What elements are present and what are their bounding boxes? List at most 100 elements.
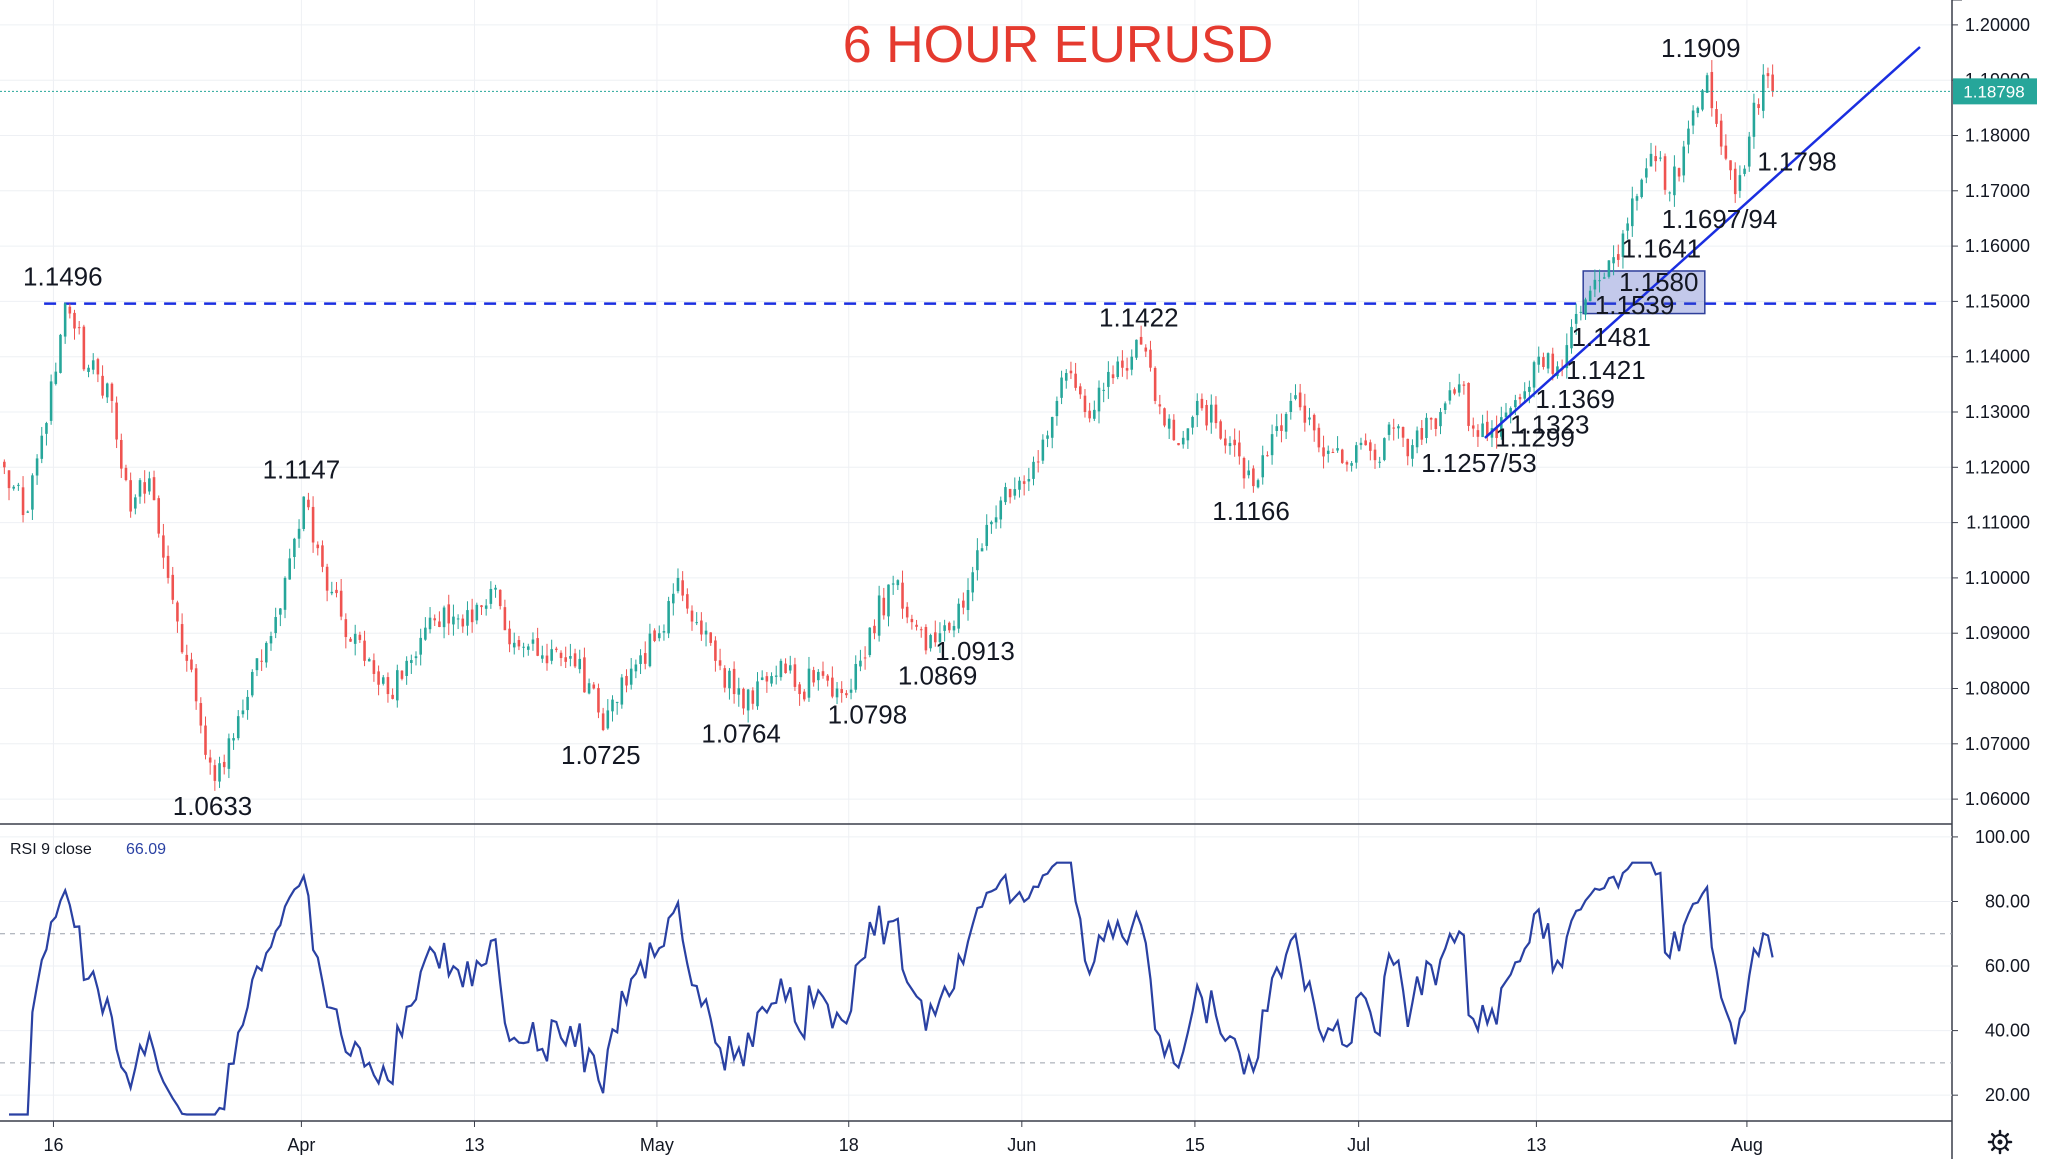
candle [7,470,11,501]
candle [49,374,53,425]
candle [629,657,633,690]
price-annotation: 1.0633 [173,791,253,821]
candle [905,602,909,624]
candle [779,658,783,681]
candle [1481,414,1484,438]
candle [1219,419,1222,440]
candle [1425,413,1428,444]
candle [667,596,670,639]
candle [587,678,591,695]
last-price-label: 1.18798 [1963,82,2024,101]
settings-gear-icon[interactable] [1987,1129,2013,1155]
candle [255,658,259,677]
time-tick-label: Aug [1731,1135,1763,1155]
candle [1495,415,1498,449]
price-tick-label: 1.08000 [1965,679,2030,699]
candle [438,611,441,628]
candle [213,759,217,791]
candle [625,669,628,693]
candle [728,668,731,700]
price-annotation: 1.1421 [1566,355,1646,385]
time-tick-label: Jul [1347,1135,1370,1155]
candle [690,605,694,631]
candle [190,652,193,673]
candle [452,604,455,636]
candle [1289,392,1293,420]
candle [1130,349,1134,376]
candle [1640,178,1643,199]
candle [1392,418,1396,441]
candle [1336,436,1339,453]
candle [1345,460,1349,472]
candle [428,607,432,634]
price-annotation: 1.1798 [1757,147,1837,177]
candle [21,476,25,523]
candle [3,459,6,475]
candle [1153,366,1157,405]
candle [1626,217,1629,240]
candle [265,641,268,668]
candle [1729,160,1732,180]
candle [1284,412,1288,440]
candle [1551,347,1555,381]
candle [166,545,170,584]
time-axis[interactable]: 16 Apr 13 May 18 Jun 15 Jul 13 Aug [43,1121,1763,1155]
time-tick-label: 15 [1185,1135,1205,1155]
price-annotation: 1.1422 [1099,303,1179,333]
candle [1013,477,1017,500]
time-tick-label: 13 [1526,1135,1546,1155]
candle [840,681,843,703]
candle [910,614,914,630]
last-price-tag: 1.18798 [1953,78,2037,105]
candle [1457,373,1461,397]
candle [138,478,142,504]
candle [250,669,254,698]
candle [597,683,600,719]
candle [1476,424,1480,447]
candle [1228,436,1232,455]
candle [124,464,128,482]
candle [1710,60,1714,117]
candle [1135,339,1138,360]
candle [1280,413,1283,443]
candle [1691,105,1695,135]
candle [835,682,839,705]
candle [643,641,647,670]
rsi-axis[interactable]: 100.00 80.00 60.00 40.00 20.00 [1952,827,2030,1105]
candle [288,548,291,580]
candle [1041,434,1045,464]
candle [751,687,755,710]
candle [63,302,67,344]
candle [990,520,993,534]
price-tick-label: 1.09000 [1965,623,2030,643]
rsi-label: RSI 9 close [10,841,92,858]
candle [260,649,263,672]
candle [653,628,656,643]
candle [559,650,563,667]
candle [887,584,890,627]
candle [648,623,652,668]
candle [1635,193,1639,211]
candle [980,543,984,552]
candle [414,651,418,666]
candle [1275,414,1279,437]
price-axis[interactable]: 1.200001.190001.180001.170001.160001.150… [1952,15,2030,809]
candle [1294,384,1297,401]
time-tick-label: 13 [464,1135,484,1155]
chart-title: 6 HOUR EURUSD [843,16,1274,74]
candle [335,582,338,598]
candle [1743,165,1746,177]
candle [1523,382,1526,403]
candle [1733,162,1737,203]
candle [45,421,48,446]
candle [447,594,451,636]
candle [1588,285,1592,302]
candle [232,733,235,750]
candle [1429,417,1433,430]
candle [1766,67,1770,89]
candle [1200,393,1204,411]
candle [1004,482,1007,505]
candle [1673,155,1676,207]
candle [686,588,689,614]
rsi-value: 66.09 [126,841,166,858]
